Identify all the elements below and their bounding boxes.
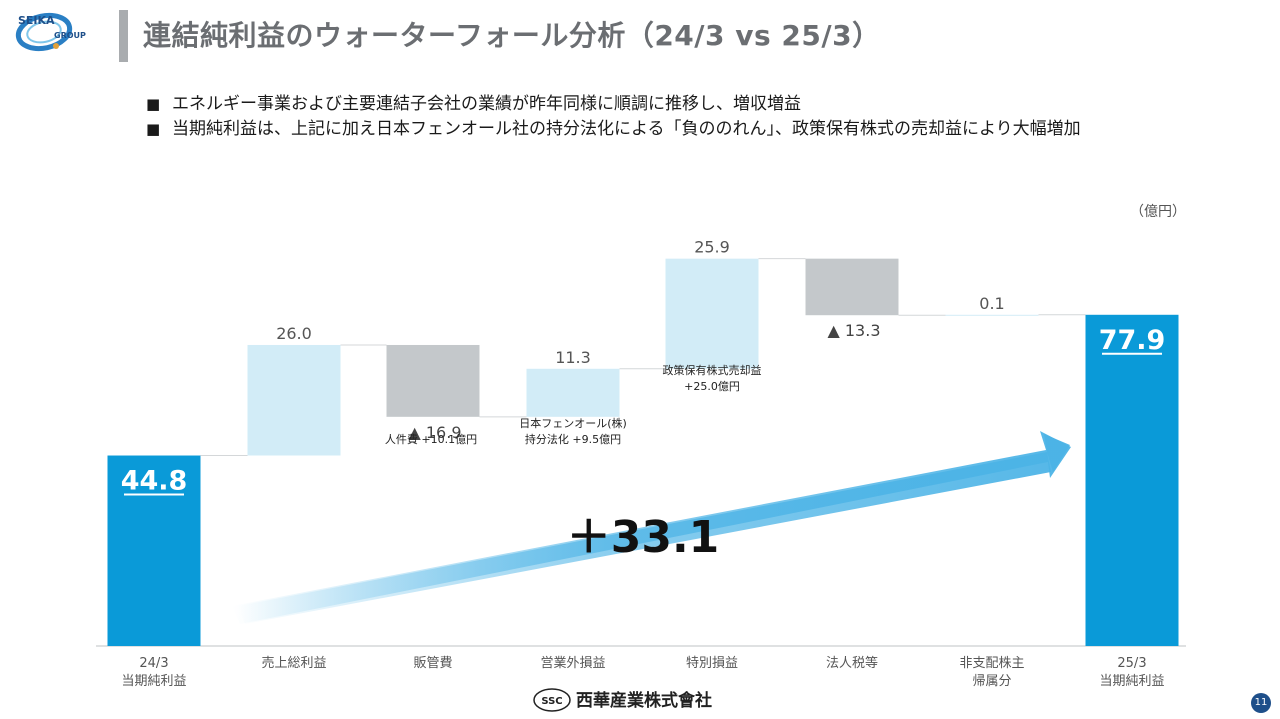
annotation-label: 持分法化 +9.5億円 bbox=[525, 432, 621, 446]
growth-arrow-head bbox=[232, 431, 1071, 624]
annotation-label: 人件費 +10.1億円 bbox=[385, 432, 477, 446]
unit-label: （億円） bbox=[1130, 204, 1186, 220]
svg-text:SEIKA: SEIKA bbox=[18, 14, 55, 27]
increase-value-label: 26.0 bbox=[276, 324, 312, 343]
total-change-label: ＋33.1 bbox=[567, 512, 720, 563]
waterfall-bar bbox=[665, 258, 759, 369]
page-number: 11 bbox=[1251, 693, 1271, 713]
summary-bullets: ■ エネルギー事業および主要連結子会社の業績が昨年同様に順調に推移し、増収増益 … bbox=[146, 92, 1146, 142]
annotation-label: +25.0億円 bbox=[684, 380, 740, 393]
waterfall-bar bbox=[107, 455, 201, 646]
waterfall-bar bbox=[1085, 314, 1179, 646]
waterfall-bar bbox=[945, 314, 1039, 316]
category-label: 24/3 bbox=[139, 656, 168, 671]
svg-text:SSC: SSC bbox=[541, 696, 562, 707]
company-footer-logo: SSC 西華産業株式會社 bbox=[533, 688, 712, 712]
seika-group-logo: SEIKA GROUP bbox=[15, 12, 86, 52]
waterfall-bar bbox=[247, 344, 341, 456]
total-value-label: 44.8 bbox=[121, 466, 188, 497]
increase-value-label: 11.3 bbox=[555, 348, 591, 367]
annotation-label: 政策保有株式売却益 bbox=[663, 363, 762, 377]
category-label: 特別損益 bbox=[686, 656, 738, 671]
svg-text:GROUP: GROUP bbox=[54, 31, 86, 40]
increase-value-label: 25.9 bbox=[694, 238, 730, 257]
category-label: 当期純利益 bbox=[121, 674, 186, 689]
category-label: 売上総利益 bbox=[261, 655, 326, 671]
page-title: 連結純利益のウォーターフォール分析（24/3 vs 25/3） bbox=[143, 19, 881, 52]
category-label: 帰属分 bbox=[972, 673, 1011, 689]
decrease-value-label: ▲ 16.9 bbox=[408, 423, 461, 442]
increase-value-label: 0.1 bbox=[979, 294, 1004, 313]
bullet-item: ■ 当期純利益は、上記に加え日本フェンオール社の持分法化による「負ののれん」、政… bbox=[146, 117, 1146, 142]
category-label: 販管費 bbox=[413, 656, 452, 671]
waterfall-bar bbox=[526, 368, 620, 417]
decrease-value-label: ▲ 13.3 bbox=[827, 321, 880, 340]
title-accent-bar bbox=[119, 10, 128, 62]
annotation-label: 日本フェンオール(株) bbox=[519, 416, 627, 430]
bullet-square-icon: ■ bbox=[146, 120, 161, 138]
category-label: 25/3 bbox=[1117, 656, 1146, 671]
total-value-label: 77.9 bbox=[1099, 325, 1166, 356]
svg-text:西華産業株式會社: 西華産業株式會社 bbox=[576, 690, 712, 711]
category-label: 営業外損益 bbox=[540, 655, 605, 671]
bullet-item: ■ エネルギー事業および主要連結子会社の業績が昨年同様に順調に推移し、増収増益 bbox=[146, 92, 1146, 117]
category-label: 当期純利益 bbox=[1099, 674, 1164, 689]
category-label: 非支配株主 bbox=[959, 656, 1024, 671]
bullet-text: エネルギー事業および主要連結子会社の業績が昨年同様に順調に推移し、増収増益 bbox=[172, 94, 801, 114]
category-label: 法人税等 bbox=[826, 655, 878, 671]
waterfall-bar bbox=[805, 258, 899, 316]
bullet-text: 当期純利益は、上記に加え日本フェンオール社の持分法化による「負ののれん」、政策保… bbox=[172, 119, 1081, 139]
waterfall-bar bbox=[386, 344, 480, 417]
bullet-square-icon: ■ bbox=[146, 95, 161, 113]
